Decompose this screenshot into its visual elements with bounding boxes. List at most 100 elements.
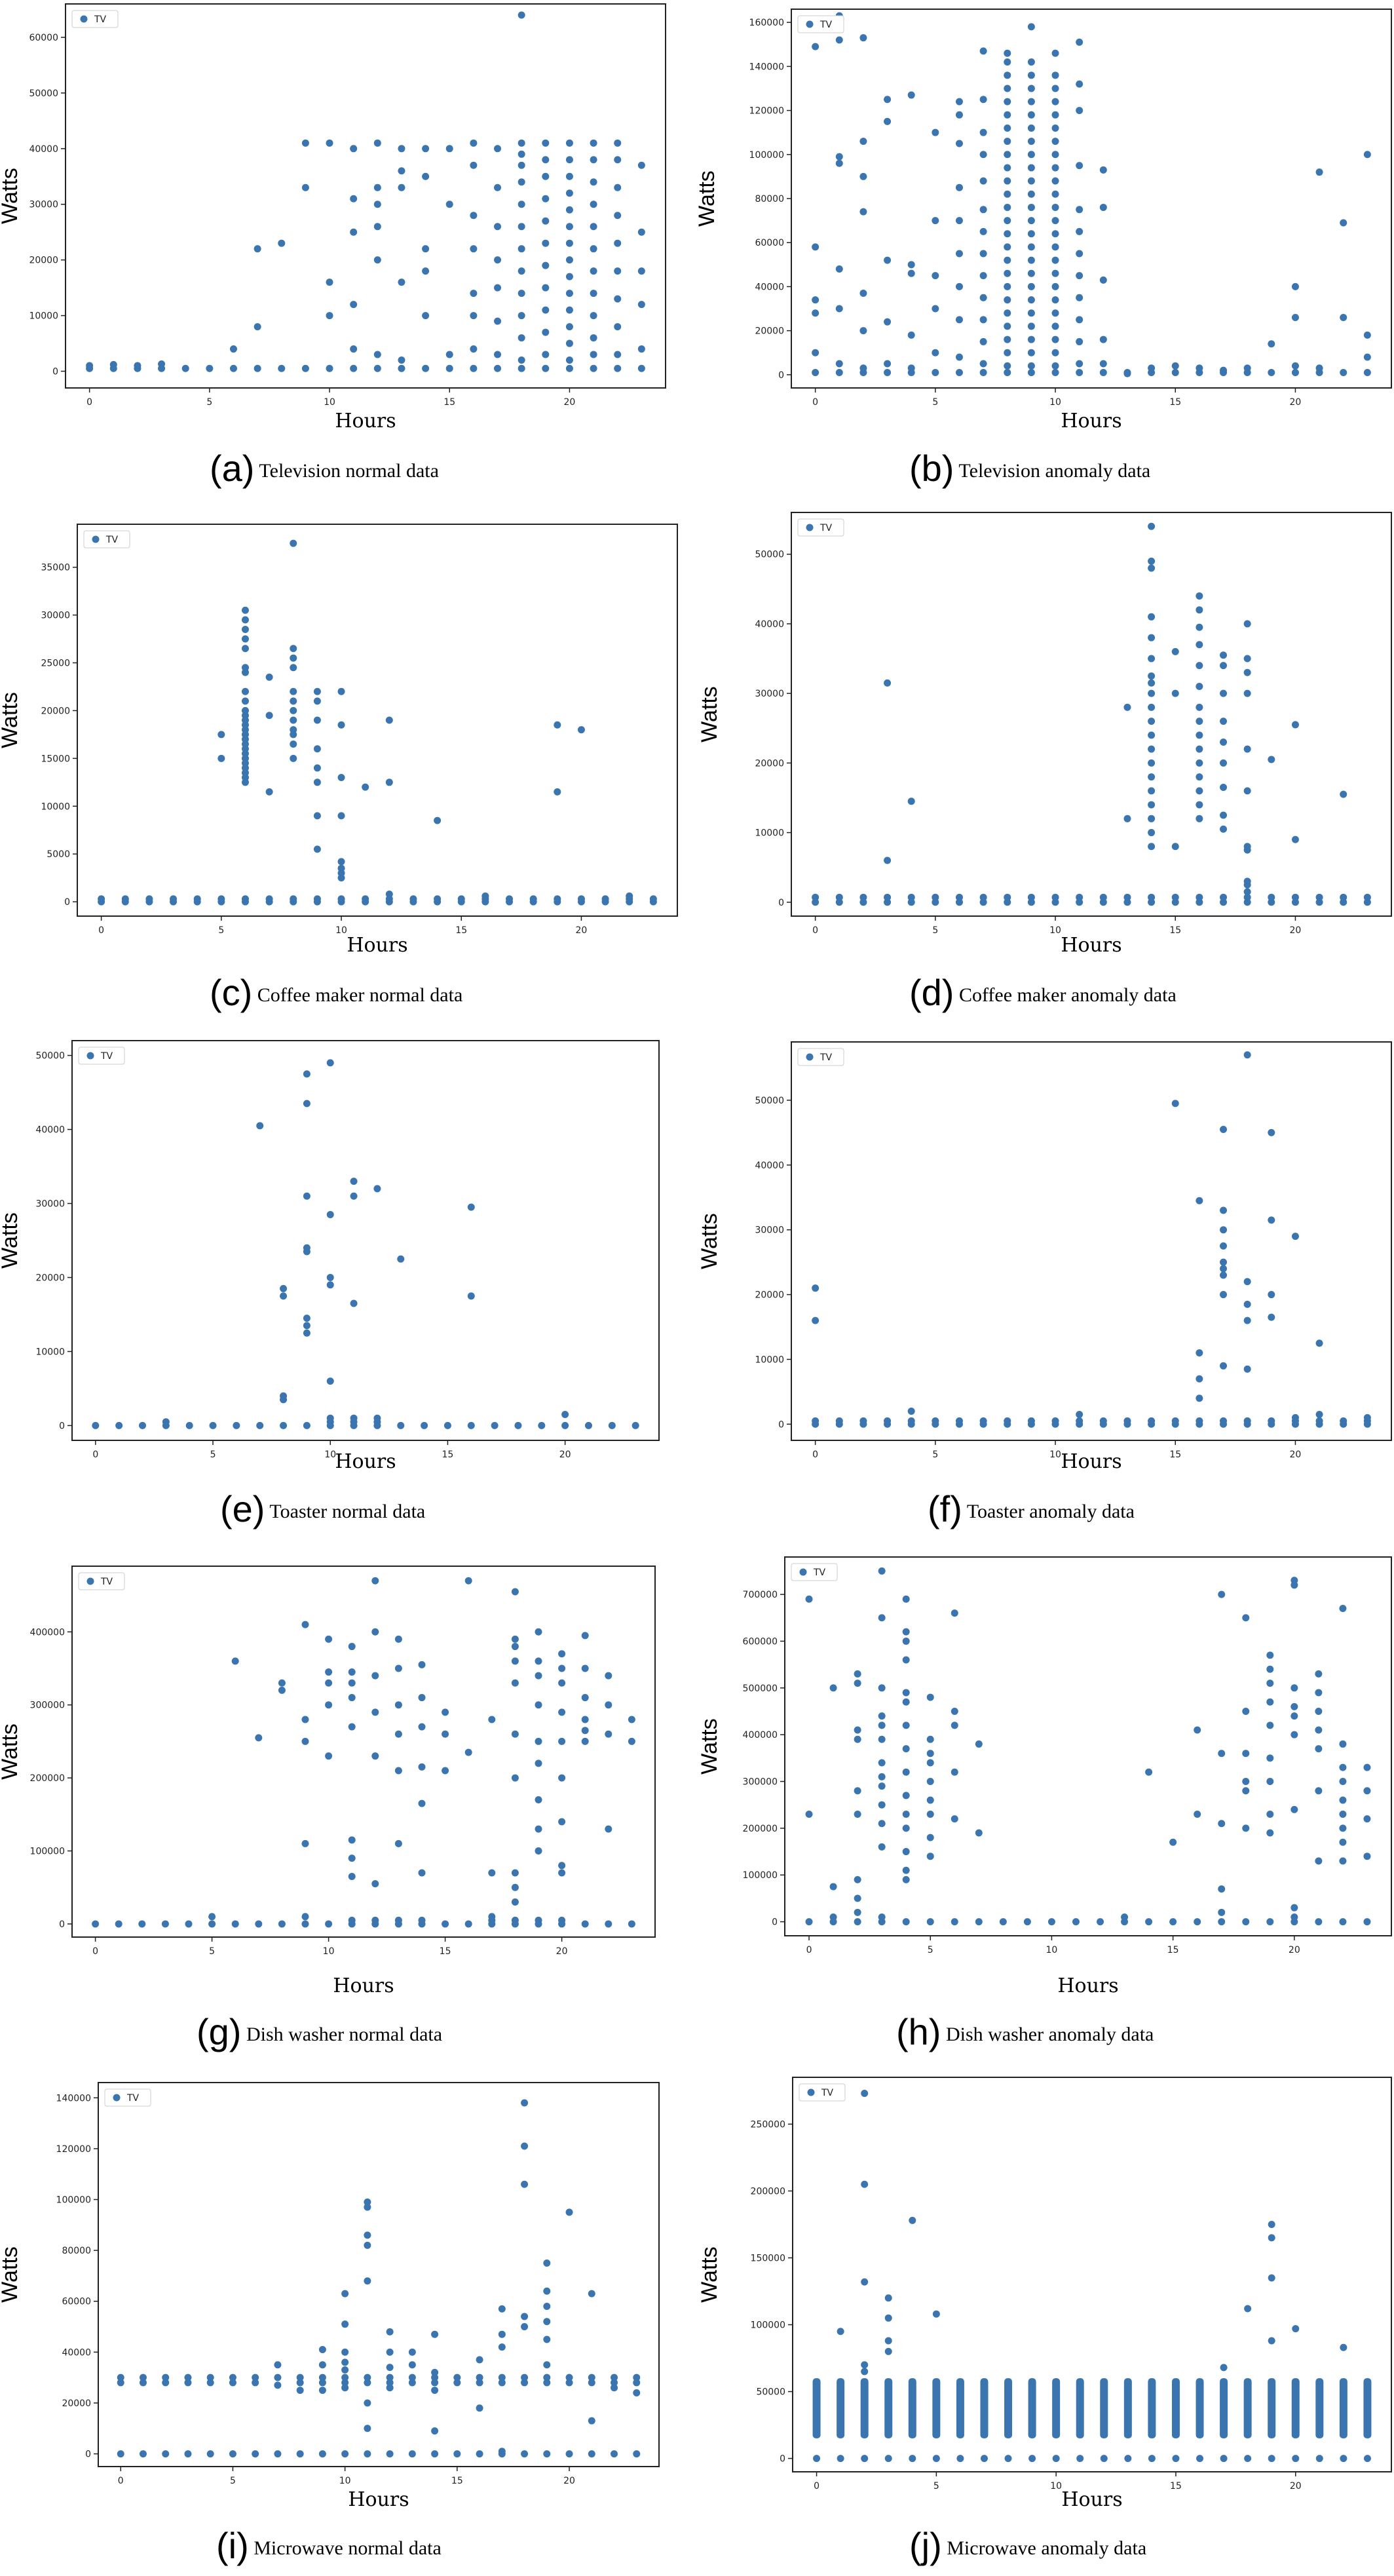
data-point-c-67 — [313, 716, 321, 724]
data-point-g-98 — [558, 1862, 566, 1870]
data-point-d-37 — [1148, 815, 1156, 822]
data-point-b-165 — [1171, 362, 1179, 370]
data-point-d-31 — [1123, 815, 1131, 822]
data-point-g-23 — [325, 1679, 333, 1687]
data-point-a-35 — [373, 183, 381, 191]
data-point-b-63 — [979, 47, 987, 55]
data-point-i-120 — [633, 2379, 641, 2387]
x-tick-label-c-4: 20 — [576, 925, 588, 936]
data-point-g-2 — [138, 1920, 146, 1928]
data-point-b-79 — [1004, 177, 1011, 185]
data-point-h-34 — [902, 1848, 910, 1856]
data-point-h-118 — [1315, 1707, 1323, 1715]
data-point-h-41 — [902, 1698, 910, 1706]
data-point-j-26 — [1148, 2455, 1156, 2463]
data-point-i-19 — [252, 2379, 259, 2387]
data-point-d-59 — [1171, 647, 1179, 655]
y-tick-label-d-2: 20000 — [755, 758, 784, 769]
x-tick-label-h-3: 15 — [1167, 1945, 1179, 1955]
data-point-b-187 — [1363, 151, 1371, 159]
data-point-g-82 — [511, 1635, 519, 1643]
data-point-i-26 — [296, 2387, 304, 2394]
data-point-i-66 — [431, 2450, 439, 2458]
data-point-h-28 — [878, 1684, 886, 1692]
data-point-g-17 — [301, 1737, 309, 1745]
data-point-g-25 — [325, 1635, 333, 1643]
legend-box-h — [791, 1563, 838, 1581]
data-point-b-44 — [955, 250, 963, 258]
data-point-a-59 — [470, 161, 478, 169]
data-point-a-54 — [470, 345, 478, 353]
data-point-i-29 — [318, 2450, 326, 2458]
data-point-b-120 — [1051, 322, 1059, 330]
data-point-i-8 — [162, 2374, 170, 2381]
data-point-d-61 — [1196, 893, 1203, 901]
data-point-i-15 — [229, 2450, 236, 2458]
y-tick-label-g-2: 200000 — [30, 1773, 65, 1784]
plot-frame-g — [71, 1566, 656, 1938]
data-point-h-116 — [1315, 1745, 1323, 1753]
data-point-i-39 — [341, 2366, 349, 2374]
data-point-h-96 — [1266, 1778, 1274, 1786]
data-point-b-177 — [1291, 282, 1299, 290]
y-tick-label-h-4: 400000 — [743, 1730, 778, 1740]
data-point-a-85 — [542, 328, 550, 336]
legend-label-f: TV — [819, 1052, 833, 1063]
legend-c: TV — [83, 530, 130, 548]
data-point-b-31 — [907, 269, 915, 277]
data-point-j-2 — [837, 2328, 844, 2336]
data-point-b-127 — [1051, 230, 1059, 238]
x-tick-label-h-0: 0 — [806, 1945, 812, 1955]
data-point-f-50 — [1220, 1242, 1228, 1250]
data-point-d-43 — [1148, 731, 1156, 739]
data-point-g-107 — [581, 1737, 589, 1745]
data-point-b-45 — [955, 217, 963, 225]
data-point-b-36 — [932, 305, 939, 313]
data-point-b-142 — [1076, 360, 1083, 368]
data-point-f-74 — [1315, 1339, 1323, 1347]
data-point-b-107 — [1027, 151, 1035, 159]
data-point-e-9 — [256, 1122, 264, 1130]
data-point-e-48 — [467, 1203, 475, 1211]
data-point-a-60 — [470, 139, 478, 147]
data-point-g-88 — [535, 1796, 542, 1804]
data-band-j-4 — [908, 2378, 916, 2438]
data-point-d-7 — [884, 893, 892, 901]
x-axis-label-d: Hours — [1061, 934, 1121, 957]
data-point-a-121 — [590, 139, 597, 147]
y-axis-label-f: Watts — [697, 1213, 722, 1269]
data-point-h-127 — [1339, 1778, 1347, 1786]
data-point-d-48 — [1148, 672, 1156, 680]
data-point-i-91 — [521, 2323, 529, 2331]
data-point-b-64 — [1004, 368, 1011, 376]
data-point-d-40 — [1148, 773, 1156, 781]
x-tick-label-d-0: 0 — [812, 925, 818, 936]
data-point-c-77 — [337, 774, 345, 782]
data-point-b-89 — [1004, 49, 1011, 57]
data-point-h-38 — [902, 1768, 910, 1776]
data-point-e-34 — [350, 1414, 358, 1422]
data-point-c-101 — [529, 895, 537, 903]
data-point-i-3 — [139, 2450, 147, 2458]
data-point-g-47 — [394, 1767, 402, 1775]
data-point-h-55 — [926, 1735, 934, 1743]
data-point-j-38 — [1292, 2455, 1300, 2463]
data-point-g-89 — [535, 1759, 542, 1767]
data-point-b-38 — [932, 217, 939, 225]
data-point-i-31 — [318, 2379, 326, 2387]
legend-box-b — [797, 15, 844, 33]
data-point-g-105 — [558, 1650, 566, 1658]
data-point-a-134 — [637, 301, 645, 309]
data-point-g-40 — [371, 1708, 379, 1716]
data-point-f-72 — [1315, 1417, 1323, 1425]
data-point-a-118 — [590, 201, 597, 208]
data-point-a-112 — [590, 334, 597, 342]
data-point-b-134 — [1051, 138, 1059, 145]
data-point-c-97 — [481, 892, 489, 900]
data-point-f-9 — [884, 1417, 892, 1425]
data-point-h-99 — [1266, 1698, 1274, 1706]
data-point-f-48 — [1220, 1265, 1228, 1273]
data-point-h-31 — [902, 1918, 910, 1926]
data-point-e-40 — [373, 1414, 381, 1422]
data-point-a-99 — [565, 306, 573, 314]
